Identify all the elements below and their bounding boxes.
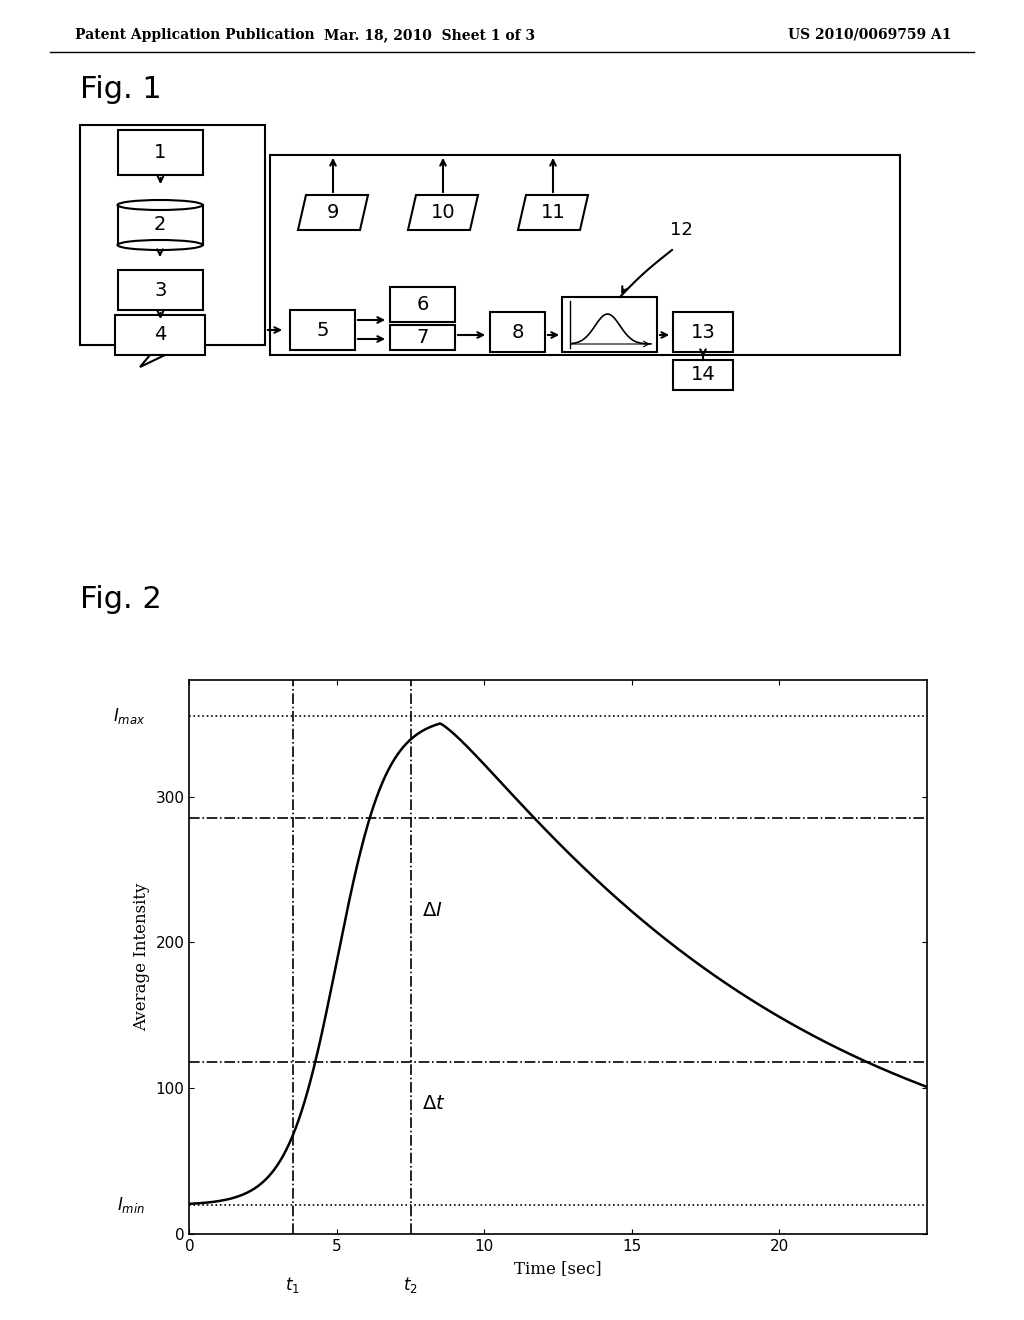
- Text: 3: 3: [155, 281, 167, 300]
- Text: $\Delta t$: $\Delta t$: [423, 1096, 446, 1113]
- Text: Mar. 18, 2010  Sheet 1 of 3: Mar. 18, 2010 Sheet 1 of 3: [325, 28, 536, 42]
- Text: 4: 4: [154, 326, 166, 345]
- Text: Fig. 2: Fig. 2: [80, 586, 162, 615]
- Bar: [118, 205, 203, 246]
- Text: 11: 11: [541, 203, 565, 222]
- Ellipse shape: [118, 240, 203, 249]
- Y-axis label: Average Intensity: Average Intensity: [133, 883, 151, 1031]
- Text: 12: 12: [670, 220, 693, 239]
- Text: 8: 8: [511, 322, 523, 342]
- Text: 14: 14: [690, 366, 716, 384]
- Text: $\Delta I$: $\Delta I$: [423, 902, 443, 920]
- Polygon shape: [408, 195, 478, 230]
- FancyBboxPatch shape: [80, 125, 265, 345]
- Polygon shape: [518, 195, 588, 230]
- Ellipse shape: [118, 201, 203, 210]
- Text: 10: 10: [431, 203, 456, 222]
- Text: Patent Application Publication: Patent Application Publication: [75, 28, 314, 42]
- FancyBboxPatch shape: [673, 312, 733, 352]
- FancyBboxPatch shape: [390, 286, 455, 322]
- FancyBboxPatch shape: [290, 310, 355, 350]
- FancyBboxPatch shape: [118, 129, 203, 176]
- FancyBboxPatch shape: [118, 271, 203, 310]
- FancyBboxPatch shape: [115, 315, 205, 355]
- Text: 1: 1: [155, 143, 167, 162]
- FancyBboxPatch shape: [673, 360, 733, 389]
- Text: Fig. 1: Fig. 1: [80, 75, 162, 104]
- Text: $t_1$: $t_1$: [286, 1275, 300, 1295]
- Text: $I_{max}$: $I_{max}$: [113, 706, 145, 726]
- FancyBboxPatch shape: [270, 154, 900, 355]
- Polygon shape: [140, 355, 165, 367]
- Text: 5: 5: [316, 321, 329, 339]
- Text: US 2010/0069759 A1: US 2010/0069759 A1: [788, 28, 951, 42]
- Polygon shape: [298, 195, 368, 230]
- Text: 9: 9: [327, 203, 339, 222]
- FancyBboxPatch shape: [490, 312, 545, 352]
- Text: 13: 13: [690, 322, 716, 342]
- Text: 7: 7: [417, 327, 429, 347]
- Text: 2: 2: [154, 215, 166, 235]
- Text: $I_{min}$: $I_{min}$: [117, 1195, 145, 1214]
- X-axis label: Time [sec]: Time [sec]: [514, 1259, 602, 1276]
- Text: 6: 6: [417, 294, 429, 314]
- Text: $t_2$: $t_2$: [403, 1275, 418, 1295]
- FancyBboxPatch shape: [562, 297, 657, 352]
- FancyBboxPatch shape: [390, 325, 455, 350]
